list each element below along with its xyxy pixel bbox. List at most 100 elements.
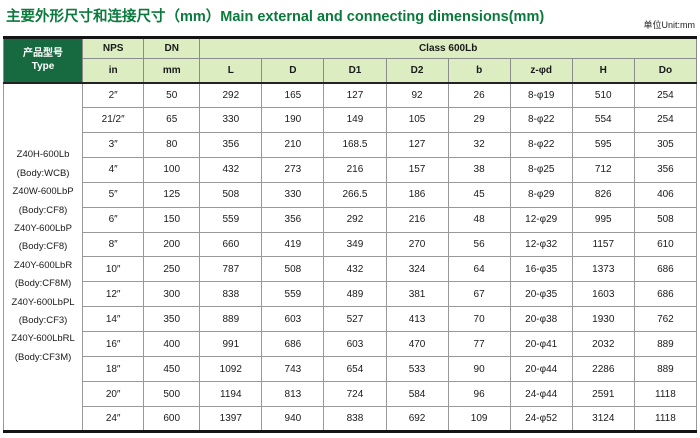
table-row: Z40H-600Lb (Body:WCB) Z40W-600LbP (Body:CF8… [2, 82, 698, 432]
cell-L: 1194 [199, 381, 263, 407]
table-row: 14″ 350 889 603 527 413 70 20-φ38 1930 762 [4, 306, 698, 333]
type-header-cell: 产品型号 Type [2, 37, 84, 84]
cell-D1: 724 [323, 381, 387, 407]
table-row: 20″ 500 1194 813 724 584 96 24-φ44 2591 1118 [4, 381, 698, 407]
page-title: 主要外形尺寸和连接尺寸（mm）Main external and connect… [6, 9, 545, 25]
cell-D: 273 [261, 156, 325, 183]
cell-L: 1397 [199, 405, 263, 433]
cell-nps: 18″ [82, 356, 145, 383]
dimension-table: 产品型号 Type NPS DN Class 600Lb in mm L D D… [2, 36, 698, 433]
cell-L: 508 [199, 181, 263, 208]
cell-dn: 450 [143, 356, 201, 383]
table-row: 4″ 100 432 273 216 157 38 8-φ25 712 356 [4, 156, 698, 183]
table-row: 21/2″ 65 330 190 149 105 29 8-φ22 554 254 [4, 106, 698, 133]
cell-D: 419 [261, 231, 325, 258]
cell-zd: 8-φ29 [509, 181, 573, 208]
cell-dn: 250 [143, 256, 201, 283]
cell-dn: 400 [143, 331, 201, 358]
cell-D2: 157 [385, 156, 449, 183]
product-type-line: Z40W-600LbP [12, 186, 74, 198]
col-header-D2: D2 [385, 58, 449, 84]
cell-zd: 20-φ44 [509, 356, 573, 383]
product-type-cell: Z40H-600Lb (Body:WCB) Z40W-600LbP (Body:CF8… [2, 82, 84, 432]
cell-L: 889 [199, 306, 263, 333]
cell-dn: 350 [143, 306, 201, 333]
dimension-table-body: Z40H-600Lb (Body:WCB) Z40W-600LbP (Body:CF8… [2, 82, 698, 433]
cell-D2: 413 [385, 306, 449, 333]
product-type-line: Z40Y-600LbR [13, 259, 73, 271]
cell-L: 330 [199, 106, 263, 133]
table-row: 24″ 600 1397 940 838 692 109 24-φ52 3124 1118 [4, 405, 698, 433]
cell-zd: 24-φ52 [509, 405, 573, 433]
cell-D2: 533 [385, 356, 449, 383]
cell-H: 826 [571, 181, 635, 208]
table-row: 5″ 125 508 330 266.5 186 45 8-φ29 826 406 [4, 181, 698, 208]
unit-note: 单位Unit:mm [643, 20, 696, 30]
cell-D: 940 [261, 405, 325, 433]
cell-D2: 324 [385, 256, 449, 283]
cell-D: 743 [261, 356, 325, 383]
cell-b: 26 [447, 82, 511, 108]
cell-H: 1603 [571, 281, 635, 308]
cell-D1: 216 [323, 156, 387, 183]
cell-D: 210 [261, 131, 325, 158]
cell-D1: 527 [323, 306, 387, 333]
col-header-nps-unit: in [82, 58, 145, 84]
cell-nps: 20″ [82, 381, 145, 407]
product-type-line: (Body:CF8) [18, 204, 68, 216]
cell-D: 190 [261, 106, 325, 133]
col-header-dn-unit: mm [143, 58, 201, 84]
cell-D1: 149 [323, 106, 387, 133]
cell-D1: 603 [323, 331, 387, 358]
cell-H: 995 [571, 206, 635, 233]
cell-H: 2032 [571, 331, 635, 358]
cell-nps: 6″ [82, 206, 145, 233]
type-header-cn: 产品型号 [23, 48, 64, 60]
cell-dn: 50 [143, 82, 201, 108]
cell-b: 67 [447, 281, 511, 308]
cell-Do: 610 [633, 231, 698, 258]
header-row-2: in mm L D D1 D2 b z-φd H Do [4, 58, 698, 84]
col-header-L: L [199, 58, 263, 84]
product-type-line: Z40Y-600LbP [14, 222, 72, 234]
cell-Do: 762 [633, 306, 698, 333]
cell-D2: 584 [385, 381, 449, 407]
product-type-line: (Body:CF3) [18, 314, 68, 326]
cell-Do: 406 [633, 181, 698, 208]
cell-H: 510 [571, 82, 635, 108]
cell-zd: 8-φ22 [509, 106, 573, 133]
cell-nps: 8″ [82, 231, 145, 258]
cell-zd: 8-φ19 [509, 82, 573, 108]
cell-Do: 1118 [633, 381, 698, 407]
cell-zd: 12-φ29 [509, 206, 573, 233]
cell-nps: 2″ [82, 82, 145, 108]
table-row: 10″ 250 787 508 432 324 64 16-φ35 1373 686 [4, 256, 698, 283]
cell-D1: 349 [323, 231, 387, 258]
table-row: 12″ 300 838 559 489 381 67 20-φ35 1603 686 [4, 281, 698, 308]
cell-dn: 80 [143, 131, 201, 158]
cell-Do: 254 [633, 82, 698, 108]
cell-zd: 20-φ35 [509, 281, 573, 308]
table-header: 产品型号 Type NPS DN Class 600Lb in mm L D D… [2, 37, 698, 84]
cell-Do: 1118 [633, 405, 698, 433]
cell-dn: 200 [143, 231, 201, 258]
cell-Do: 686 [633, 256, 698, 283]
cell-zd: 24-φ44 [509, 381, 573, 407]
col-header-dn: DN [143, 37, 201, 59]
cell-D1: 292 [323, 206, 387, 233]
cell-b: 70 [447, 306, 511, 333]
product-type-line: (Body:WCB) [16, 167, 70, 179]
product-type-line: Z40Y-600LbRL [11, 333, 75, 345]
cell-dn: 600 [143, 405, 201, 433]
cell-D: 508 [261, 256, 325, 283]
col-header-Do: Do [633, 58, 698, 84]
cell-H: 595 [571, 131, 635, 158]
cell-zd: 8-φ25 [509, 156, 573, 183]
cell-nps: 16″ [82, 331, 145, 358]
col-header-nps: NPS [82, 37, 145, 59]
cell-L: 432 [199, 156, 263, 183]
cell-H: 2286 [571, 356, 635, 383]
col-header-D1: D1 [323, 58, 387, 84]
cell-nps: 24″ [82, 405, 145, 433]
